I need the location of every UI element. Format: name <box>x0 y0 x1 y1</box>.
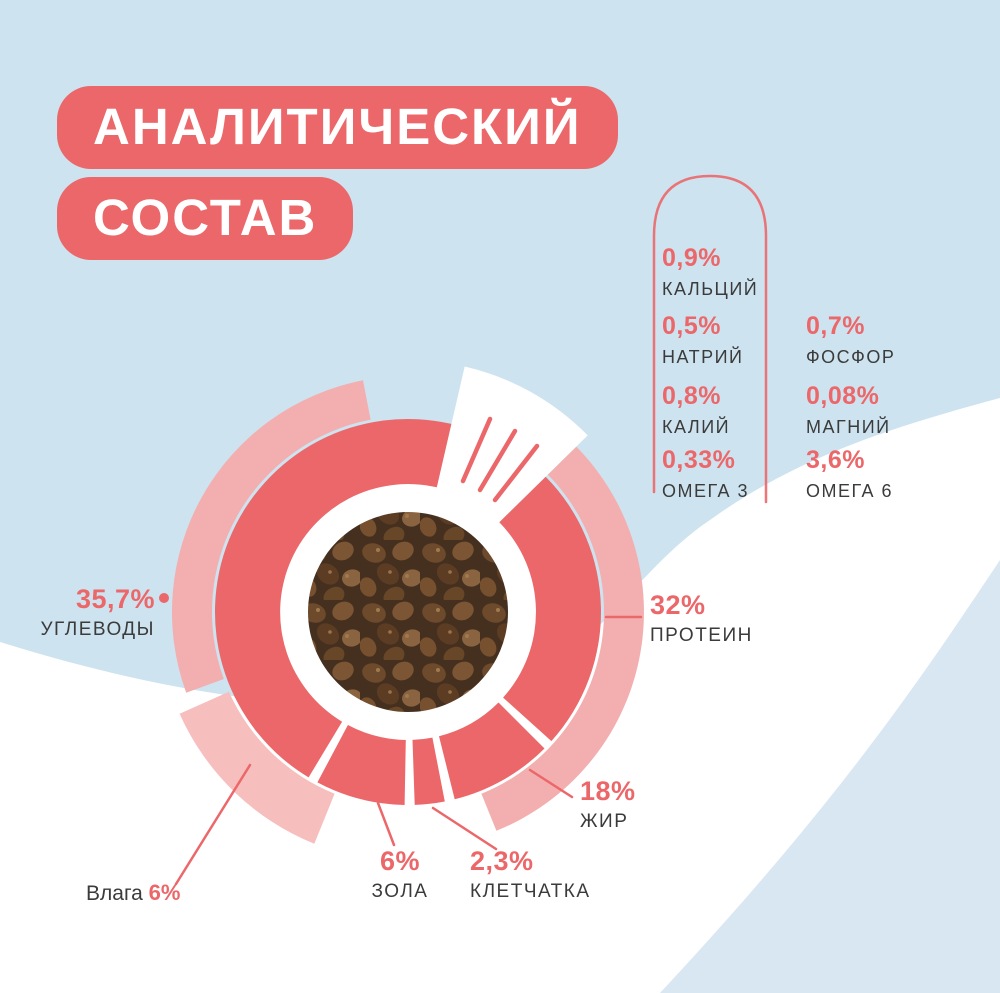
moisture-callout-line <box>174 763 252 886</box>
label-protein: 32% ПРОТЕИН <box>650 590 753 646</box>
segment-ЖИР <box>439 702 545 800</box>
potassium-label: КАЛИЙ <box>662 417 731 437</box>
potassium-value: 0,8% <box>662 382 721 410</box>
fiber-callout-line <box>431 806 498 851</box>
segment-ПРОТЕИН <box>499 476 601 742</box>
mineral-phosphorus: 0,7% ФОСФОР <box>806 312 896 367</box>
fat-callout-line <box>528 768 574 799</box>
mineral-sodium: 0,5% НАТРИЙ <box>662 312 744 367</box>
phosphorus-label: ФОСФОР <box>806 347 896 367</box>
magnesium-value: 0,08% <box>806 382 880 410</box>
label-ash: 6% ЗОЛА <box>358 846 442 902</box>
mineral-omega-6: 3,6% ОМЕГА 6 <box>806 446 894 501</box>
label-fiber: 2,3% КЛЕТЧАТКА <box>470 846 591 902</box>
fat-value: 18% <box>580 776 636 806</box>
omega-6-label: ОМЕГА 6 <box>806 481 894 501</box>
carbs-name: УГЛЕВОДЫ <box>40 619 155 640</box>
outer-ring-arc-1 <box>171 380 371 693</box>
protein-value: 32% <box>650 590 706 620</box>
carbs-value: 35,7% <box>75 584 155 614</box>
moisture-name: Влага <box>86 882 143 905</box>
kibble-photo <box>308 512 508 712</box>
moisture-wedge <box>179 691 335 844</box>
title-line-1: АНАЛИТИЧЕСКИЙ <box>57 86 618 169</box>
omega-6-value: 3,6% <box>806 446 865 474</box>
bottom-right-blue-shape <box>660 560 1000 993</box>
fat-name: ЖИР <box>580 811 629 832</box>
calcium-value: 0,9% <box>662 244 721 272</box>
sodium-value: 0,5% <box>662 312 721 340</box>
mineral-omega-3: 0,33% ОМЕГА 3 <box>662 446 750 501</box>
outer-ring-arc-0 <box>481 446 644 831</box>
sodium-label: НАТРИЙ <box>662 347 744 367</box>
minerals-bracket-outline <box>652 174 768 504</box>
omega-3-value: 0,33% <box>662 446 736 474</box>
mineral-potassium: 0,8% КАЛИЙ <box>662 382 731 437</box>
omega-3-label: ОМЕГА 3 <box>662 481 750 501</box>
mineral-calcium: 0,9% КАЛЬЦИЙ <box>662 244 759 299</box>
omega-tick-lines <box>460 416 540 503</box>
donut-main-ring <box>214 418 601 805</box>
donut-outer-ring <box>171 380 644 831</box>
fiber-value: 2,3% <box>470 846 534 876</box>
segment-КЛЕТЧАТКА <box>412 737 445 805</box>
fiber-name: КЛЕТЧАТКА <box>470 881 591 902</box>
white-wave-shape <box>0 398 1000 993</box>
label-fat: 18% ЖИР <box>580 776 636 832</box>
segment-УГЛЕВОДЫ <box>214 418 452 778</box>
mineral-magnesium: 0,08% МАГНИЙ <box>806 382 891 437</box>
calcium-label: КАЛЬЦИЙ <box>662 279 759 299</box>
ash-value: 6% <box>379 846 421 876</box>
donut-gap-wedge <box>434 366 588 531</box>
phosphorus-value: 0,7% <box>806 312 865 340</box>
moisture-value: 6% <box>148 880 181 905</box>
label-carbohydrates: 35,7% УГЛЕВОДЫ <box>40 584 155 640</box>
top-gap-wedge <box>434 366 588 531</box>
carbs-callout-dot <box>159 593 169 603</box>
label-moisture: Влага 6% <box>86 880 181 905</box>
title-line-2: СОСТАВ <box>57 177 354 260</box>
protein-name: ПРОТЕИН <box>650 625 753 646</box>
segment-Влага <box>179 691 335 844</box>
segment-ЗОЛА <box>317 725 406 805</box>
magnesium-label: МАГНИЙ <box>806 417 891 437</box>
ash-name: ЗОЛА <box>371 881 429 902</box>
ash-callout-line <box>376 801 396 847</box>
